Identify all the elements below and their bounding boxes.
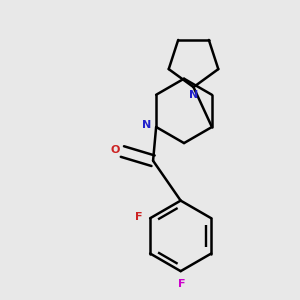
Text: N: N <box>142 121 152 130</box>
Text: F: F <box>178 279 185 289</box>
Text: N: N <box>189 90 198 100</box>
Text: F: F <box>135 212 142 222</box>
Text: O: O <box>110 145 119 155</box>
